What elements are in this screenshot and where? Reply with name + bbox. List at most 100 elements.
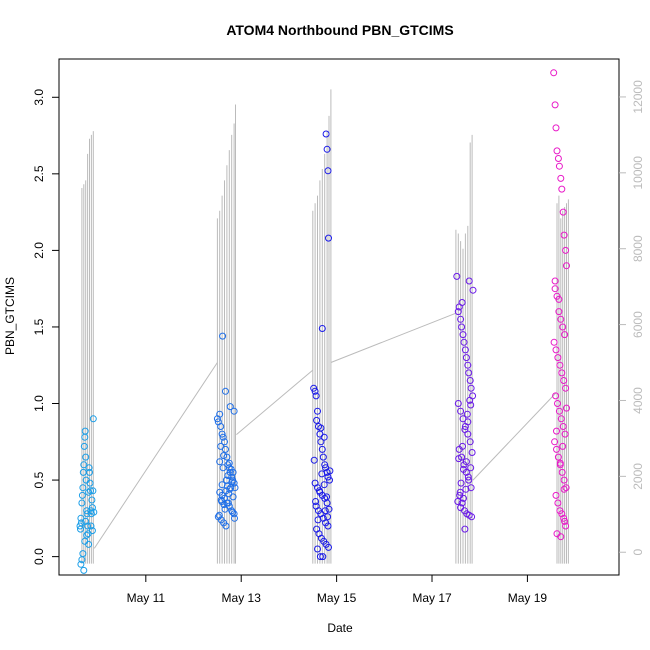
- data-point: [218, 430, 226, 438]
- data-point: [460, 465, 467, 473]
- data-point: [555, 162, 563, 170]
- data-point: [78, 499, 86, 507]
- x-tick-label: May 17: [412, 591, 452, 605]
- data-point: [550, 338, 558, 346]
- data-point: [86, 468, 93, 476]
- data-point: [456, 488, 464, 496]
- data-point: [85, 488, 93, 496]
- data-point: [324, 522, 332, 530]
- data-point: [320, 481, 328, 489]
- data-point: [467, 401, 475, 409]
- data-point: [465, 476, 473, 484]
- data-point: [560, 231, 568, 239]
- y-axis-right: 0 2000 4000 6000 8000 10000 12000: [619, 80, 645, 556]
- data-point: [455, 455, 463, 463]
- data-point: [85, 540, 93, 548]
- x-axis: May 11 May 13 May 15 May 17 May 19: [127, 575, 547, 605]
- data-point: [551, 285, 559, 293]
- data-point: [320, 433, 328, 441]
- data-point: [550, 69, 558, 77]
- data-point: [81, 537, 89, 545]
- data-point: [323, 145, 331, 153]
- data-point: [80, 442, 88, 450]
- data-point: [81, 427, 89, 435]
- data-point: [227, 465, 235, 473]
- data-point: [230, 407, 238, 415]
- data-point: [318, 325, 326, 332]
- data-point: [219, 332, 227, 340]
- data-point: [563, 404, 570, 412]
- data-point: [222, 522, 230, 530]
- data-point: [554, 400, 561, 407]
- data-point: [460, 338, 468, 346]
- data-point: [562, 484, 570, 492]
- data-point: [220, 452, 228, 460]
- data-point: [553, 147, 561, 155]
- data-point: [454, 498, 462, 505]
- data-point: [453, 272, 461, 280]
- data-point: [319, 453, 327, 461]
- data-point: [231, 514, 238, 522]
- y2-tick-label: 0: [631, 549, 645, 556]
- data-point: [312, 392, 320, 400]
- data-point: [77, 560, 85, 568]
- data-point: [552, 392, 560, 400]
- data-point: [461, 525, 469, 533]
- data-point: [551, 277, 559, 285]
- data-point: [466, 438, 474, 446]
- data-point: [89, 487, 97, 495]
- data-point: [561, 430, 569, 438]
- data-point: [465, 277, 473, 285]
- x-tick-label: May 15: [317, 591, 357, 605]
- data-point: [216, 410, 224, 418]
- data-point: [325, 543, 332, 551]
- y2-tick-label: 4000: [631, 387, 645, 414]
- data-point: [555, 308, 563, 316]
- data-point: [552, 491, 560, 499]
- data-point: [464, 473, 472, 481]
- data-point: [459, 442, 466, 450]
- data-point: [555, 295, 563, 303]
- data-point: [462, 485, 470, 493]
- data-point: [314, 407, 321, 415]
- scatter-points: [76, 69, 570, 574]
- data-point: [554, 155, 562, 162]
- data-point: [83, 507, 91, 515]
- data-point: [551, 101, 559, 109]
- data-point: [559, 442, 567, 450]
- data-point: [557, 315, 565, 323]
- data-point: [87, 487, 94, 495]
- data-point: [462, 458, 470, 466]
- data-point: [325, 234, 332, 242]
- data-point: [82, 517, 90, 525]
- data-point: [310, 456, 318, 464]
- data-point: [221, 505, 229, 513]
- data-point: [228, 473, 236, 481]
- data-point: [556, 361, 564, 369]
- data-point: [465, 369, 473, 377]
- y-tick-label: 3.0: [32, 89, 46, 106]
- data-point: [219, 433, 227, 441]
- y2-tick-label: 8000: [631, 235, 645, 262]
- data-point: [319, 553, 327, 561]
- data-point: [461, 346, 469, 354]
- data-point: [317, 438, 325, 446]
- data-point: [312, 498, 320, 505]
- data-point: [88, 527, 96, 535]
- data-point: [81, 433, 89, 441]
- data-point: [228, 478, 236, 486]
- data-point: [88, 496, 96, 504]
- y-tick-label: 0.5: [32, 471, 46, 488]
- y-tick-label: 2.0: [32, 242, 46, 259]
- data-point: [557, 415, 565, 423]
- data-point: [79, 484, 87, 492]
- data-point: [315, 487, 323, 495]
- data-point: [557, 533, 565, 541]
- data-point: [555, 407, 563, 415]
- data-point: [463, 410, 471, 418]
- line-connector-1: [236, 369, 314, 435]
- data-point: [326, 476, 333, 484]
- line-connector-3: [472, 392, 557, 481]
- data-point: [87, 522, 95, 530]
- data-point: [557, 174, 565, 182]
